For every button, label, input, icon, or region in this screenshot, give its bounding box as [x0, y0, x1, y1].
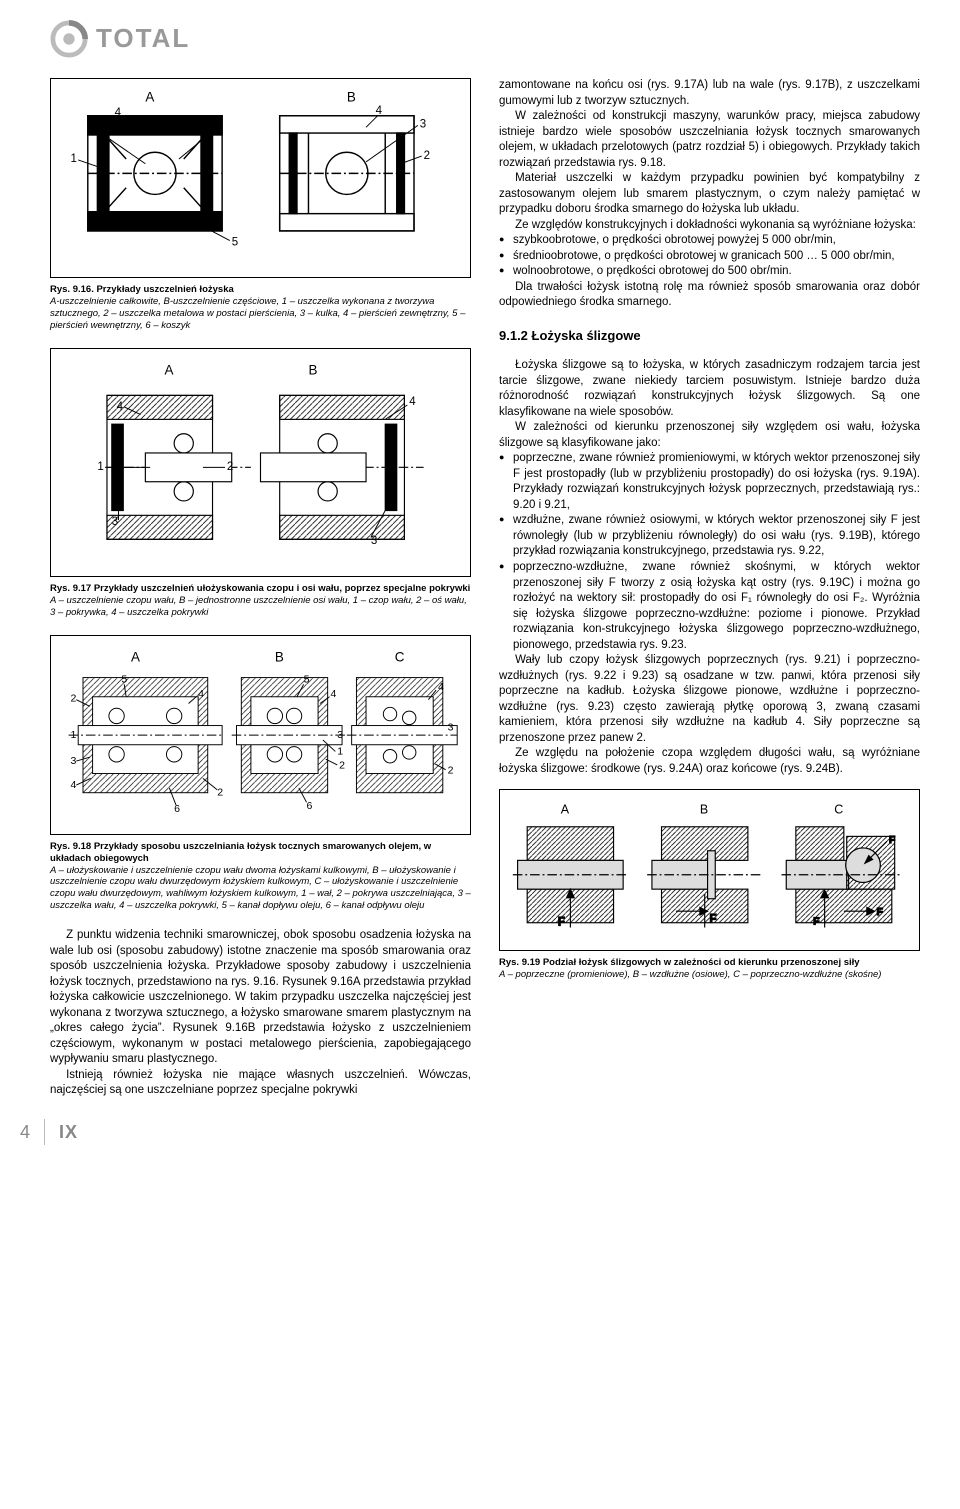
svg-text:3: 3 [420, 118, 426, 130]
svg-text:F: F [889, 834, 896, 846]
svg-text:3: 3 [90, 118, 96, 130]
svg-text:5: 5 [232, 236, 238, 248]
svg-text:B: B [308, 362, 317, 377]
right-para-8: Wały lub czopy łożysk ślizgowych poprzec… [499, 653, 920, 746]
svg-text:F: F [710, 914, 717, 926]
svg-text:F: F [813, 916, 820, 928]
svg-text:2: 2 [448, 764, 454, 776]
svg-text:2: 2 [71, 692, 77, 704]
svg-text:A: A [131, 649, 140, 664]
svg-text:1: 1 [337, 745, 343, 757]
svg-text:6: 6 [203, 134, 209, 146]
page-header: TOTAL [50, 20, 920, 58]
svg-text:5: 5 [121, 673, 127, 685]
fig-label: A [145, 89, 154, 104]
caption-desc: A – uszczelnienie czopu wału, B – jednos… [50, 595, 467, 618]
caption-title: Rys. 9.17 Przykłady uszczelnień ułożysko… [50, 583, 470, 594]
caption-desc: A-uszczelnienie całkowite, B-uszczelnien… [50, 296, 465, 331]
svg-text:3: 3 [337, 729, 343, 741]
right-para-6: Łożyska ślizgowe są to łożyska, w któryc… [499, 358, 920, 420]
figure-9-17: A B [50, 348, 471, 577]
figure-9-18: A B C [50, 635, 471, 835]
svg-text:3: 3 [448, 721, 454, 733]
caption-9-18: Rys. 9.18 Przykłady sposobu uszczelniani… [50, 841, 471, 912]
svg-text:4: 4 [198, 687, 204, 699]
svg-text:3: 3 [71, 754, 77, 766]
svg-text:3: 3 [371, 535, 377, 547]
svg-text:4: 4 [117, 401, 124, 413]
speed-list: szybkoobrotowe, o prędkości obrotowej po… [499, 233, 920, 280]
svg-text:1: 1 [97, 461, 103, 473]
caption-desc: A – ułożyskowanie i uszczelnienie czopu … [50, 865, 471, 912]
svg-text:4: 4 [331, 687, 337, 699]
list-item: poprzeczne, zwane również promieniowymi,… [499, 451, 920, 513]
caption-title: Rys. 9.18 Przykłady sposobu uszczelniani… [50, 841, 431, 864]
caption-desc: A – poprzeczne (promieniowe), B – wzdłuż… [499, 969, 881, 980]
figure-9-16: A B [50, 78, 471, 278]
right-para-2: W zależności od konstrukcji maszyny, war… [499, 109, 920, 171]
svg-text:B: B [700, 803, 708, 817]
list-item: średnioobrotowe, o prędkości obrotowej w… [499, 249, 920, 265]
caption-title: Rys. 9.16. Przykłady uszczelnień łożyska [50, 284, 234, 295]
list-item: szybkoobrotowe, o prędkości obrotowej po… [499, 233, 920, 249]
svg-text:2: 2 [227, 461, 233, 473]
svg-text:4: 4 [438, 681, 444, 693]
page-number: 4 [20, 1120, 30, 1144]
chapter-number: IX [59, 1120, 78, 1144]
svg-text:4: 4 [376, 105, 383, 117]
svg-text:4: 4 [71, 778, 77, 790]
svg-text:3: 3 [112, 516, 118, 528]
svg-text:6: 6 [307, 800, 313, 812]
brand-text: TOTAL [96, 21, 190, 56]
left-column: A B [50, 78, 471, 1099]
right-para-1: zamontowane na końcu osi (rys. 9.17A) lu… [499, 78, 920, 109]
left-para-1: Z punktu widzenia techniki smarowniczej,… [50, 928, 471, 1068]
list-item: poprzeczno-wzdłużne, zwane również skośn… [499, 560, 920, 653]
list-item: wzdłużne, zwane również osiowymi, w któr… [499, 513, 920, 560]
svg-text:4: 4 [115, 107, 122, 119]
caption-9-19: Rys. 9.19 Podział łożysk ślizgowych w za… [499, 957, 920, 981]
right-para-9: Ze względu na położenie czopa względem d… [499, 746, 920, 777]
svg-text:6: 6 [174, 802, 180, 814]
svg-text:B: B [275, 649, 284, 664]
svg-text:1: 1 [71, 729, 77, 741]
caption-9-17: Rys. 9.17 Przykłady uszczelnień ułożysko… [50, 583, 471, 619]
classification-list: poprzeczne, zwane również promieniowymi,… [499, 451, 920, 653]
fig-label: B [347, 89, 356, 104]
svg-text:2: 2 [339, 759, 345, 771]
footer-divider [44, 1119, 45, 1145]
svg-text:4: 4 [409, 396, 416, 408]
total-logo-icon [50, 20, 88, 58]
right-column: zamontowane na końcu osi (rys. 9.17A) lu… [499, 78, 920, 1099]
right-para-7: W zależności od kierunku przenoszonej si… [499, 420, 920, 451]
right-para-3: Materiał uszczelki w każdym przypadku po… [499, 171, 920, 218]
svg-text:A: A [561, 803, 570, 817]
caption-title: Rys. 9.19 Podział łożysk ślizgowych w za… [499, 957, 860, 968]
svg-text:F: F [876, 906, 883, 918]
svg-text:2: 2 [424, 150, 430, 162]
svg-text:1: 1 [71, 153, 77, 165]
svg-text:A: A [165, 362, 174, 377]
right-para-5: Dla trwałości łożysk istotną rolę ma rów… [499, 280, 920, 311]
svg-text:2: 2 [217, 786, 223, 798]
svg-text:5: 5 [304, 673, 310, 685]
right-para-4: Ze względów konstrukcyjnych i dokładnośc… [499, 218, 920, 234]
svg-text:C: C [395, 649, 405, 664]
caption-9-16: Rys. 9.16. Przykłady uszczelnień łożyska… [50, 284, 471, 332]
figure-9-19: A B C F [499, 789, 920, 951]
list-item: wolnoobrotowe, o prędkości obrotowej do … [499, 264, 920, 280]
page-footer: 4 IX [50, 1119, 920, 1145]
subsection-heading: 9.1.2 Łożyska ślizgowe [499, 327, 920, 345]
svg-text:C: C [834, 803, 843, 817]
svg-text:F: F [558, 917, 565, 929]
left-para-2: Istnieją również łożyska nie mające włas… [50, 1068, 471, 1099]
